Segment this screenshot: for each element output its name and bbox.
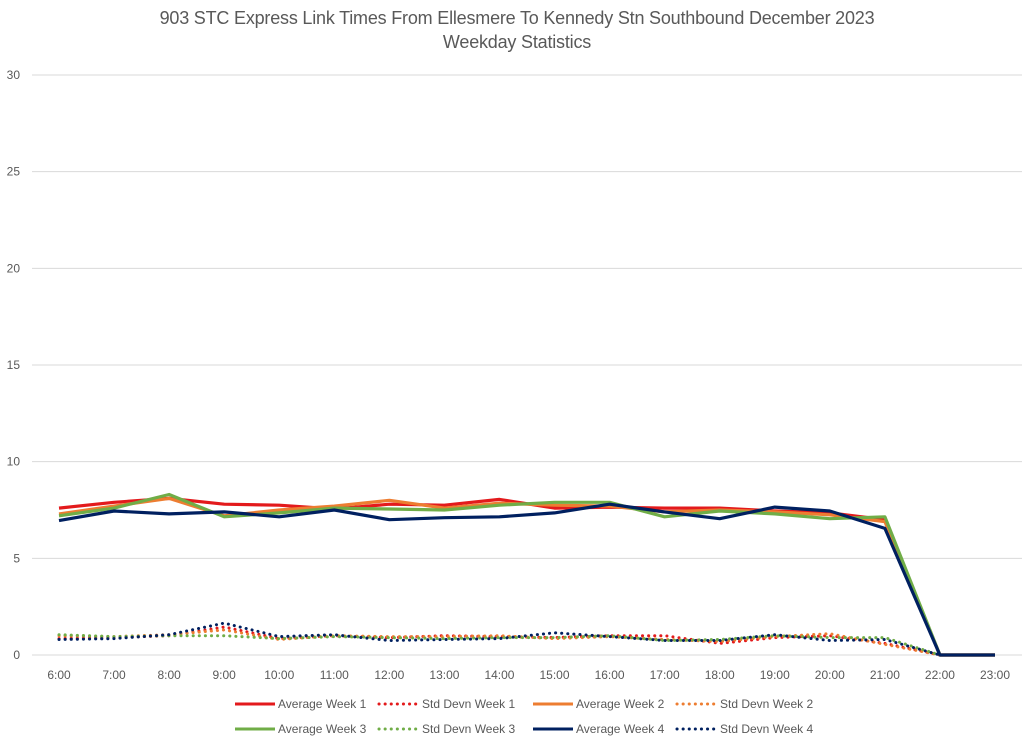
series-std-devn-week-2 — [57, 628, 942, 657]
legend-label: Std Devn Week 4 — [720, 722, 813, 736]
y-tick-label: 5 — [13, 551, 20, 565]
x-tick-label: 17:00 — [650, 668, 680, 682]
x-tick-label: 10:00 — [264, 668, 294, 682]
legend-label: Average Week 4 — [576, 722, 665, 736]
y-tick-label: 0 — [13, 648, 20, 662]
x-tick-label: 18:00 — [705, 668, 735, 682]
chart-title-line: 903 STC Express Link Times From Ellesmer… — [159, 8, 875, 28]
legend-label: Average Week 3 — [278, 722, 367, 736]
legend-label: Average Week 2 — [576, 697, 665, 711]
legend-item-std-devn-week-2: Std Devn Week 2 — [675, 697, 813, 711]
x-tick-label: 15:00 — [540, 668, 570, 682]
x-tick-label: 23:00 — [980, 668, 1010, 682]
series-std-devn-week-4 — [57, 621, 942, 657]
x-tick-label: 6:00 — [47, 668, 71, 682]
legend-label: Std Devn Week 1 — [422, 697, 515, 711]
x-tick-label: 12:00 — [374, 668, 404, 682]
x-tick-label: 9:00 — [212, 668, 236, 682]
series-line-average-week-4 — [58, 502, 995, 657]
series-line-std-devn-week-3 — [57, 633, 942, 657]
x-tick-label: 21:00 — [870, 668, 900, 682]
x-tick-label: 7:00 — [102, 668, 126, 682]
legend-item-average-week-4: Average Week 4 — [533, 722, 665, 736]
x-axis: 6:00 7:00 8:00 9:00 10:00 11:00 12:00 13:00 14:0… — [47, 668, 1010, 682]
y-tick-label: 20 — [7, 261, 21, 275]
y-axis: 0 5 10 15 20 25 30 — [7, 68, 21, 662]
legend-item-std-devn-week-1: Std Devn Week 1 — [377, 697, 515, 711]
series-line-std-devn-week-1 — [57, 625, 942, 657]
y-tick-label: 10 — [7, 455, 21, 469]
legend-item-average-week-1: Average Week 1 — [235, 697, 367, 711]
legend-item-std-devn-week-4: Std Devn Week 4 — [675, 722, 813, 736]
y-tick-label: 30 — [7, 68, 21, 82]
x-tick-label: 22:00 — [925, 668, 955, 682]
chart-subtitle: Weekday Statistics — [442, 32, 592, 52]
series-std-devn-week-3 — [57, 633, 942, 657]
x-tick-label: 14:00 — [484, 668, 514, 682]
y-tick-label: 25 — [7, 165, 21, 179]
x-tick-label: 19:00 — [760, 668, 790, 682]
series-line-std-devn-week-4 — [57, 621, 942, 657]
y-tick-label: 15 — [7, 358, 21, 372]
x-tick-label: 20:00 — [815, 668, 845, 682]
chart-title: 903 STC Express Link Times From Ellesmer… — [0, 6, 1024, 54]
series-line-std-devn-week-2 — [57, 628, 942, 657]
series-std-devn-week-1 — [57, 625, 942, 657]
legend-item-std-devn-week-3: Std Devn Week 3 — [377, 722, 515, 736]
gridlines — [32, 74, 1022, 656]
x-tick-label: 8:00 — [157, 668, 181, 682]
series-group — [57, 492, 996, 657]
legend-label: Std Devn Week 2 — [720, 697, 813, 711]
legend-label: Average Week 1 — [278, 697, 367, 711]
legend-item-average-week-3: Average Week 3 — [235, 722, 367, 736]
legend: Average Week 1 Std Devn Week 1 Average Wee… — [235, 697, 813, 736]
x-tick-label: 11:00 — [320, 668, 349, 682]
legend-label: Std Devn Week 3 — [422, 722, 515, 736]
x-tick-label: 16:00 — [595, 668, 625, 682]
legend-item-average-week-2: Average Week 2 — [533, 697, 665, 711]
series-average-week-4 — [58, 502, 996, 657]
x-tick-label: 13:00 — [429, 668, 459, 682]
